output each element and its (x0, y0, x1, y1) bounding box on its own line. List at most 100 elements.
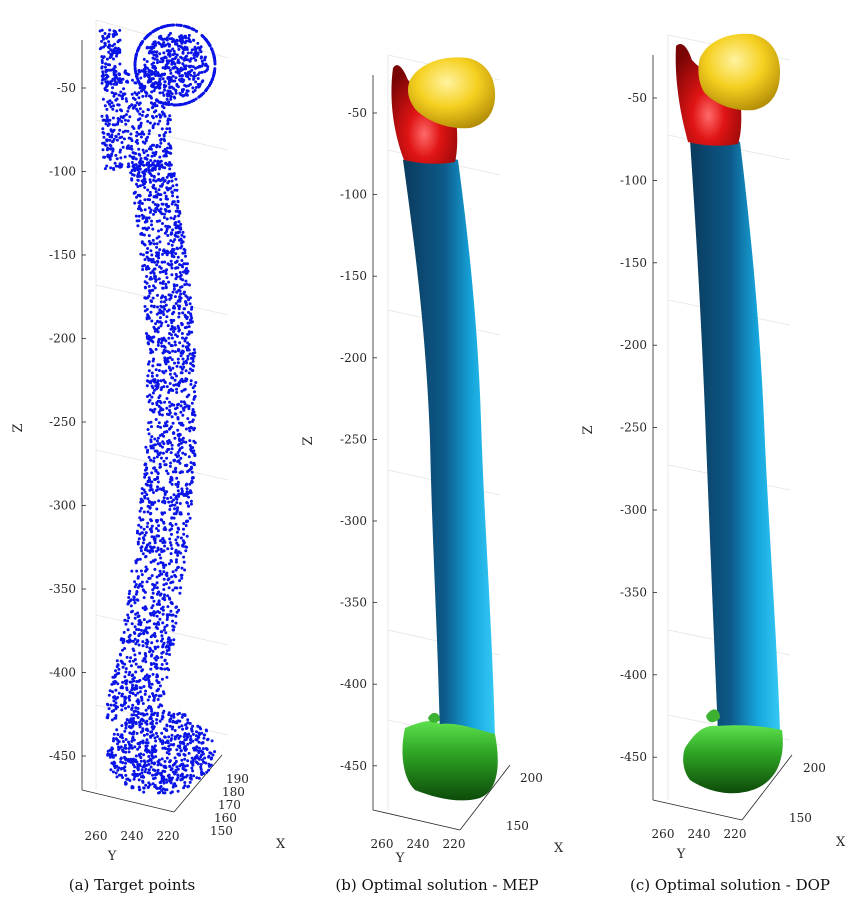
panel-b-y-tick-2: 240 (407, 837, 430, 851)
target-point (153, 407, 157, 411)
target-point (160, 305, 164, 309)
target-point (169, 779, 173, 783)
target-point (137, 214, 141, 218)
target-point (179, 586, 183, 590)
target-point (113, 79, 117, 83)
target-point (163, 526, 167, 530)
target-point (161, 351, 165, 355)
target-point (143, 168, 147, 172)
target-point (140, 698, 144, 702)
target-point (178, 502, 182, 505)
target-point (128, 680, 132, 684)
target-point (172, 762, 176, 766)
target-point (112, 94, 116, 98)
target-point (130, 746, 134, 750)
target-point (186, 75, 190, 79)
target-point (181, 89, 185, 93)
target-point (176, 535, 180, 539)
target-point (149, 758, 153, 762)
target-point (144, 531, 148, 535)
target-point (150, 253, 154, 257)
target-point (151, 359, 155, 363)
target-point (177, 307, 181, 311)
target-point (107, 32, 111, 36)
target-point (150, 304, 153, 308)
target-point (153, 380, 157, 384)
target-point (170, 190, 174, 194)
target-point (148, 190, 152, 194)
target-point (140, 722, 144, 726)
target-point (133, 67, 137, 71)
panel-a-z-tick: -150 (49, 248, 76, 262)
target-point (185, 463, 189, 467)
target-point (108, 99, 112, 103)
target-point (123, 769, 127, 773)
target-point (182, 786, 186, 790)
target-point (174, 177, 178, 181)
target-point (172, 174, 176, 178)
target-point (195, 29, 198, 33)
target-point (188, 100, 191, 104)
target-point (101, 127, 105, 131)
target-point (152, 325, 156, 329)
target-point (152, 335, 156, 339)
target-point (168, 43, 172, 47)
target-point (183, 307, 187, 311)
target-point (150, 745, 154, 749)
target-point (170, 344, 174, 348)
target-point (167, 251, 171, 255)
target-point (194, 58, 198, 62)
target-point (166, 740, 170, 744)
target-point (145, 732, 149, 736)
target-point (170, 321, 174, 325)
target-point (133, 625, 137, 629)
target-point (190, 729, 194, 733)
target-point (175, 530, 179, 534)
target-point (165, 36, 169, 40)
target-point (147, 781, 151, 785)
target-point (169, 259, 173, 263)
target-point (191, 761, 195, 765)
target-point (155, 449, 159, 453)
target-point (155, 219, 159, 223)
target-point (112, 739, 115, 743)
target-point (132, 676, 136, 680)
target-point (170, 376, 174, 380)
panel-c-y-tick-2: 240 (688, 827, 711, 841)
target-point (117, 766, 121, 770)
target-point (161, 608, 165, 612)
panel-c-z-tick: -400 (620, 668, 647, 682)
target-point (201, 79, 205, 83)
target-point (152, 53, 156, 57)
target-point (108, 138, 112, 142)
target-point (125, 655, 129, 659)
target-point (189, 499, 193, 503)
target-point (118, 62, 122, 66)
target-point (121, 749, 125, 753)
target-point (116, 733, 120, 736)
target-point (176, 789, 180, 793)
target-point (195, 761, 199, 765)
target-point (121, 116, 125, 120)
target-point (145, 673, 149, 677)
target-point (128, 694, 132, 698)
target-point (159, 388, 163, 392)
target-point (210, 739, 214, 743)
target-point (173, 503, 177, 507)
target-point (130, 147, 134, 151)
target-point (145, 66, 149, 70)
target-point (155, 254, 159, 258)
target-point (180, 489, 184, 493)
target-point (152, 61, 156, 65)
target-point (155, 439, 159, 443)
target-point (154, 109, 158, 113)
target-point (163, 770, 167, 773)
panel-a-z-tick: -450 (49, 749, 76, 763)
target-point (161, 500, 165, 504)
target-point (138, 207, 142, 211)
target-point (148, 695, 151, 699)
target-point (185, 545, 189, 549)
target-point (123, 618, 127, 622)
target-point (102, 45, 106, 49)
target-point (165, 315, 169, 319)
